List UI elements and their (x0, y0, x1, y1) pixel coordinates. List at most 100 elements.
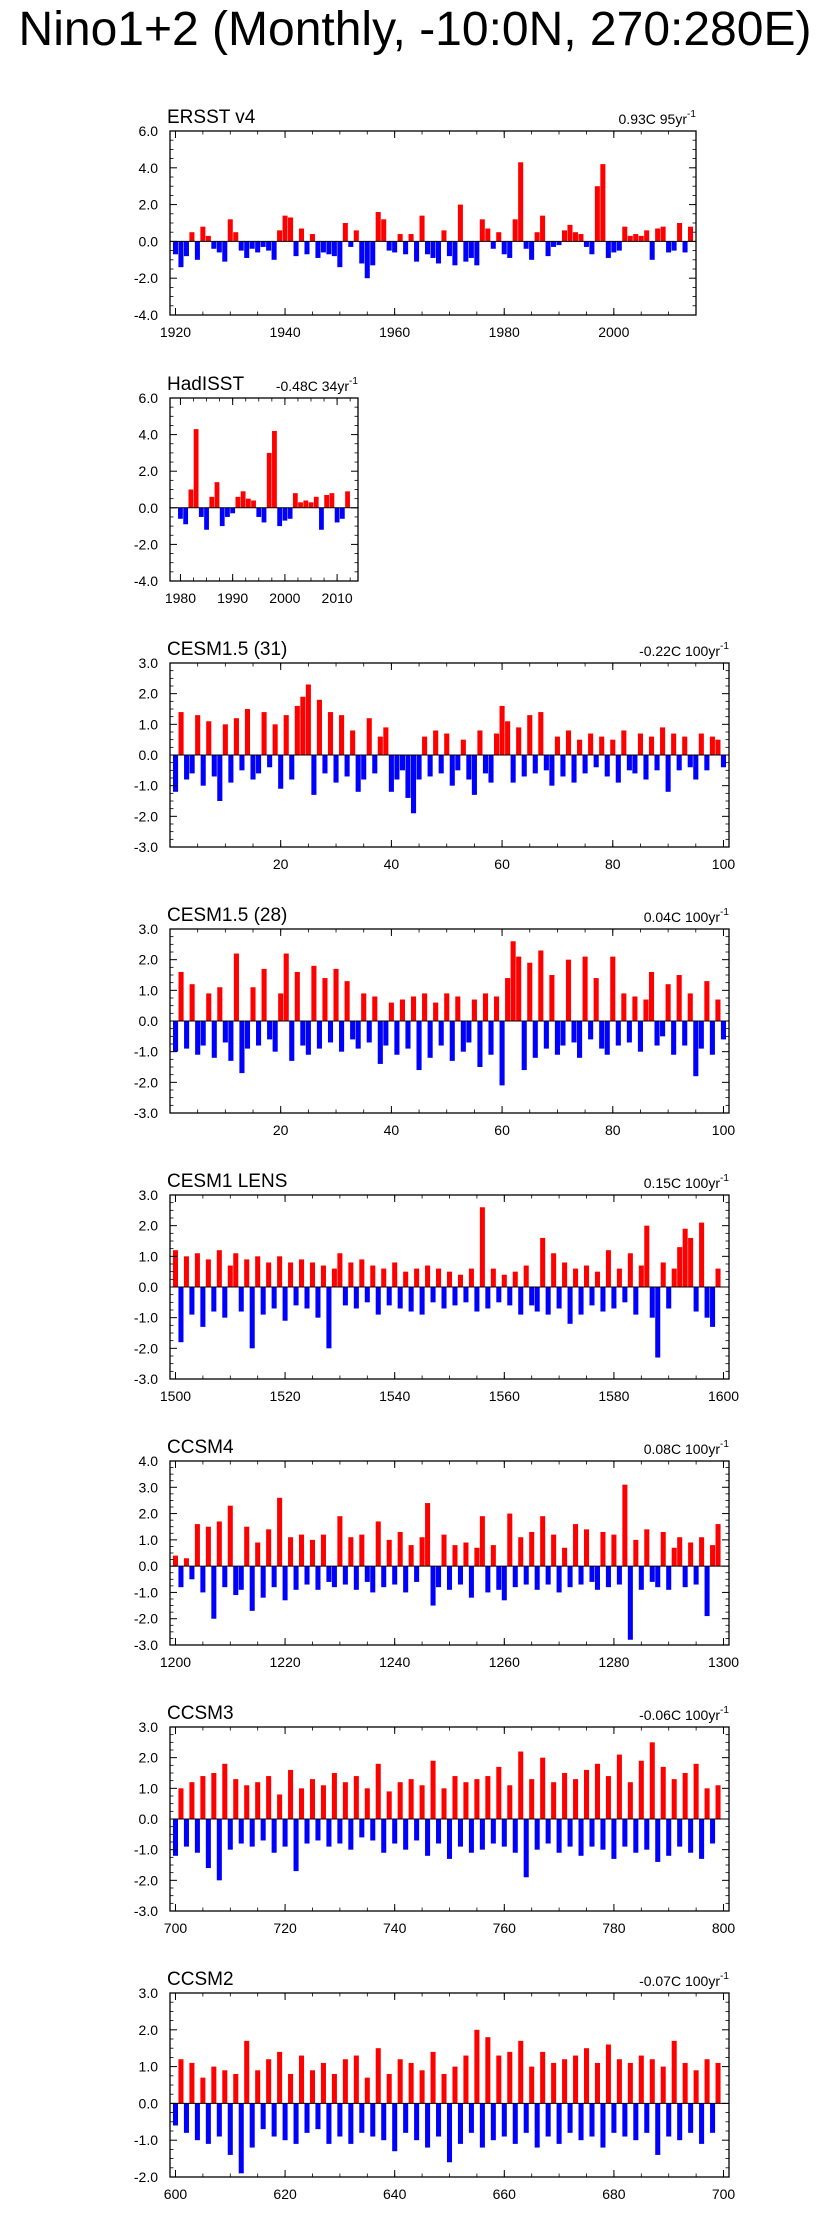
anomaly-bar (227, 1819, 233, 1850)
anomaly-bar (463, 2055, 469, 2104)
anomaly-bar (331, 241, 337, 257)
y-tick-label: 0.0 (139, 1811, 159, 1827)
anomaly-bar (315, 1566, 321, 1590)
anomaly-bar (446, 1819, 453, 1859)
y-tick-label: 2.0 (139, 686, 159, 702)
anomaly-bar (622, 2103, 628, 2137)
anomaly-bar (704, 1566, 710, 1617)
anomaly-bar (512, 219, 518, 242)
anomaly-bar (496, 1566, 502, 1590)
y-tick-label: -2.0 (134, 1340, 158, 1356)
anomaly-bar (205, 1526, 211, 1567)
anomaly-bar (222, 1763, 228, 1819)
anomaly-bar (627, 1253, 633, 1287)
y-tick-label: 3.0 (139, 655, 159, 671)
anomaly-bar (299, 1259, 305, 1287)
anomaly-bar (419, 1785, 425, 1819)
anomaly-bar (710, 2103, 716, 2133)
anomaly-bar (366, 718, 372, 755)
anomaly-bar (172, 1250, 178, 1287)
anomaly-bar (271, 1287, 277, 1309)
anomaly-bar (320, 1265, 326, 1287)
x-tick-label: 1940 (269, 324, 300, 340)
anomaly-bar (463, 1782, 469, 1819)
anomaly-bar (422, 736, 428, 755)
anomaly-bar (377, 1021, 383, 1064)
anomaly-bar (244, 1259, 250, 1287)
anomaly-bar (300, 1021, 306, 1046)
anomaly-bar (693, 2070, 699, 2104)
x-tick-label: 660 (493, 2186, 517, 2202)
anomaly-bar (649, 2059, 655, 2104)
anomaly-bar (183, 1819, 189, 1847)
anomaly-bar (660, 2066, 666, 2104)
anomaly-bar (687, 993, 693, 1021)
anomaly-bar (441, 230, 447, 242)
anomaly-bar (239, 1021, 245, 1074)
anomaly-bar (512, 1566, 518, 1588)
anomaly-bar (205, 1259, 211, 1287)
x-tick-label: 40 (384, 1122, 400, 1138)
y-tick-label: 2.0 (139, 1750, 159, 1766)
anomaly-bar (655, 1287, 661, 1358)
anomaly-bar (583, 241, 589, 247)
anomaly-bar (405, 755, 411, 798)
anomaly-bar (350, 1021, 356, 1040)
trend-superscript: -1 (349, 376, 358, 387)
anomaly-bar (225, 507, 230, 517)
y-tick-label: 4.0 (139, 1453, 159, 1469)
anomaly-bar (397, 2059, 403, 2104)
anomaly-bar (316, 699, 322, 755)
anomaly-bar (195, 715, 201, 755)
anomaly-bar (361, 755, 367, 780)
anomaly-bar (477, 1021, 483, 1067)
anomaly-bar (315, 1819, 321, 1841)
y-tick-label: 0.0 (139, 1013, 159, 1029)
anomaly-bar (370, 241, 376, 266)
anomaly-bar (632, 996, 638, 1021)
anomaly-bar (468, 2103, 474, 2133)
y-tick-label: 3.0 (139, 1719, 159, 1735)
anomaly-bar (299, 1534, 305, 1567)
anomaly-bar (551, 1534, 557, 1567)
anomaly-bar (583, 1265, 590, 1287)
anomaly-bar (178, 1566, 184, 1588)
x-tick-label: 80 (605, 1122, 621, 1138)
anomaly-bar (282, 2103, 288, 2141)
anomaly-bar (239, 755, 245, 771)
anomaly-bar (399, 999, 405, 1021)
anomaly-bar (665, 755, 671, 792)
anomaly-bar (272, 1021, 278, 1052)
anomaly-bar (688, 1819, 694, 1853)
anomaly-bar (350, 730, 356, 755)
anomaly-bar (693, 1021, 699, 1077)
anomaly-bar (655, 1566, 661, 1588)
anomaly-bar (194, 1253, 200, 1287)
anomaly-bar (375, 2048, 381, 2104)
anomaly-bar (649, 241, 655, 260)
anomaly-bar (183, 241, 189, 257)
anomaly-bar (200, 1566, 206, 1593)
x-tick-label: 60 (494, 1122, 510, 1138)
x-tick-label: 1980 (489, 324, 520, 340)
anomaly-bar (589, 241, 595, 255)
x-tick-label: 1260 (489, 1654, 520, 1670)
anomaly-bar (534, 232, 540, 242)
anomaly-bar (518, 162, 524, 242)
anomaly-bar (582, 956, 588, 1021)
anomaly-bar (715, 2062, 721, 2104)
anomaly-bar (355, 755, 361, 792)
anomaly-bar (671, 1021, 677, 1055)
trend-superscript: -1 (720, 1971, 729, 1982)
anomaly-bar (611, 1534, 617, 1567)
anomaly-bar (627, 1566, 633, 1640)
anomaly-bar (507, 241, 513, 258)
anomaly-bar (293, 1287, 299, 1306)
anomaly-bar (249, 2103, 255, 2148)
y-tick-label: -3.0 (134, 839, 158, 855)
anomaly-bar (238, 1566, 244, 1590)
anomaly-bar (452, 1776, 458, 1819)
anomaly-bar (293, 1566, 299, 1590)
anomaly-bar (496, 1766, 502, 1819)
